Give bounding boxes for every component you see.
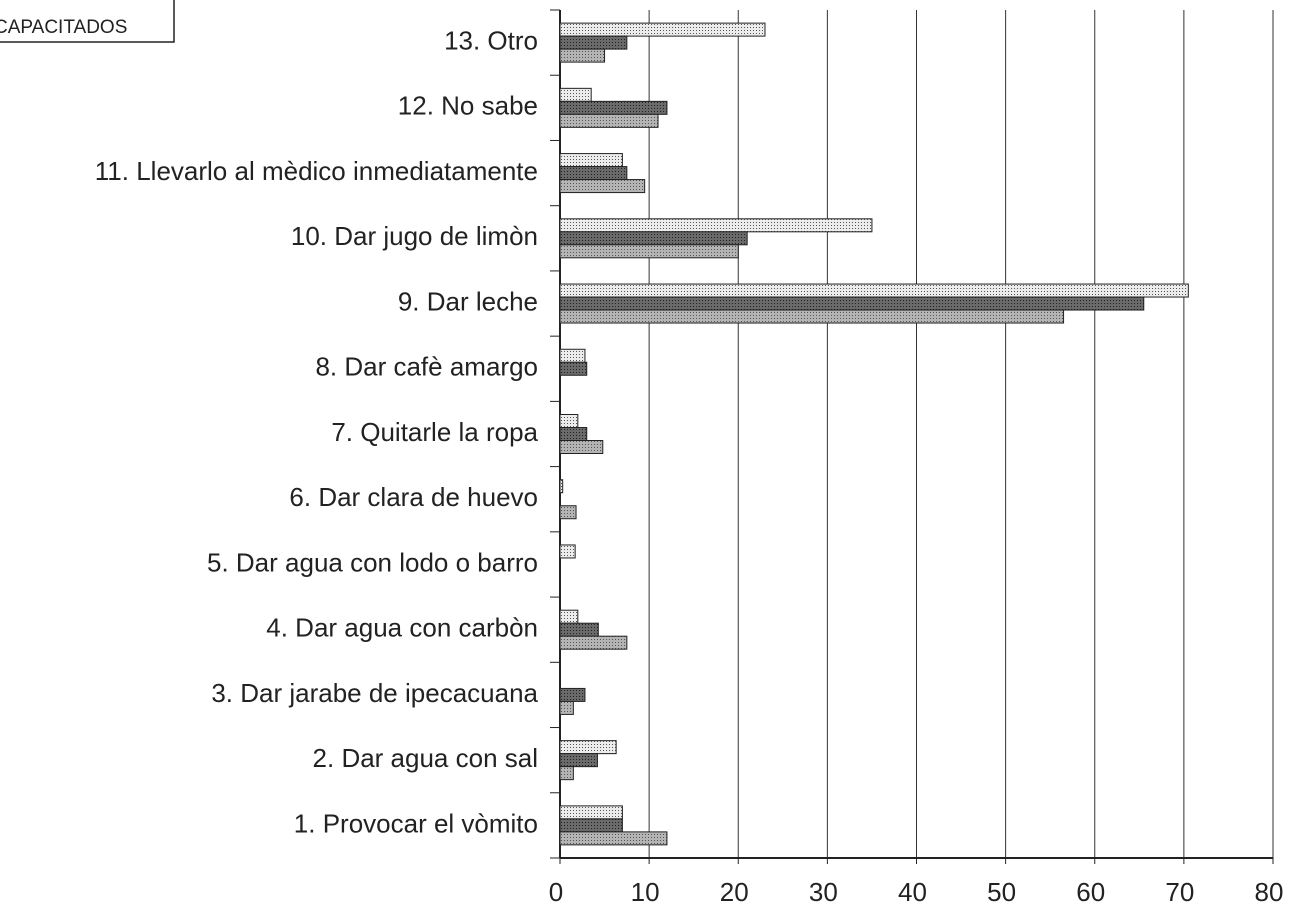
- legend-label: CAPACITADOS: [0, 17, 127, 38]
- y-tick-label: 10. Dar jugo de limòn: [291, 221, 538, 251]
- bar: [559, 609, 579, 624]
- y-tick-label: 6. Dar clara de huevo: [289, 482, 538, 512]
- y-tick-label: 1. Provocar el vòmito: [294, 808, 538, 838]
- x-tick-label: 50: [987, 877, 1016, 907]
- bar: [559, 479, 564, 494]
- bar: [559, 35, 628, 50]
- y-tick-label: 13. Otro: [444, 25, 538, 55]
- bar: [559, 218, 873, 233]
- y-tick-label: 3. Dar jarabe de ipecacuana: [211, 678, 538, 708]
- y-tick-label: 12. No sabe: [398, 91, 538, 121]
- y-tick-label: 7. Quitarle la ropa: [331, 417, 538, 447]
- bar: [559, 414, 579, 428]
- y-tick-label: 5. Dar agua con lodo o barro: [207, 547, 538, 577]
- bar: [559, 309, 1065, 324]
- bar: [559, 544, 576, 559]
- y-tick-label: 11. Llevarlo al mèdico inmediatamente: [95, 156, 538, 186]
- bar: [559, 244, 739, 259]
- y-tick-label: 8. Dar cafè amargo: [315, 352, 538, 382]
- bar: [559, 818, 623, 833]
- bar: [559, 22, 766, 37]
- x-tick-label: 30: [809, 877, 838, 907]
- x-tick-label: 20: [720, 877, 749, 907]
- bar: [559, 179, 646, 194]
- x-tick-label: 60: [1076, 877, 1105, 907]
- bar: [559, 100, 668, 115]
- bar: [559, 700, 574, 715]
- bar: [559, 153, 623, 168]
- y-tick-label: 9. Dar leche: [398, 286, 538, 316]
- x-tick-label: 80: [1255, 877, 1284, 907]
- bar: [559, 348, 586, 363]
- bar: [559, 231, 748, 246]
- bar: [559, 766, 574, 781]
- x-tick-label: 10: [631, 877, 660, 907]
- bar: [559, 505, 577, 520]
- bar: [559, 48, 606, 63]
- bar: [559, 687, 586, 702]
- bar: [559, 283, 1189, 298]
- y-tick-label: 4. Dar agua con carbòn: [266, 613, 538, 643]
- bar: [559, 427, 588, 441]
- bar: [559, 831, 668, 846]
- legend-box: [0, 0, 175, 43]
- x-tick-label: 0: [549, 877, 563, 907]
- bar: [559, 622, 599, 637]
- bar: [559, 166, 628, 181]
- x-tick-label: 70: [1165, 877, 1194, 907]
- y-tick-label: 2. Dar agua con sal: [313, 743, 538, 773]
- bar: [559, 635, 628, 650]
- x-tick-label: 40: [898, 877, 927, 907]
- bar: [559, 87, 592, 102]
- bar: [559, 440, 604, 454]
- bar: [559, 296, 1145, 311]
- bar: [559, 113, 659, 128]
- bar: [559, 805, 623, 820]
- bar: [559, 740, 617, 755]
- bar: [559, 753, 598, 768]
- bar: [559, 361, 588, 376]
